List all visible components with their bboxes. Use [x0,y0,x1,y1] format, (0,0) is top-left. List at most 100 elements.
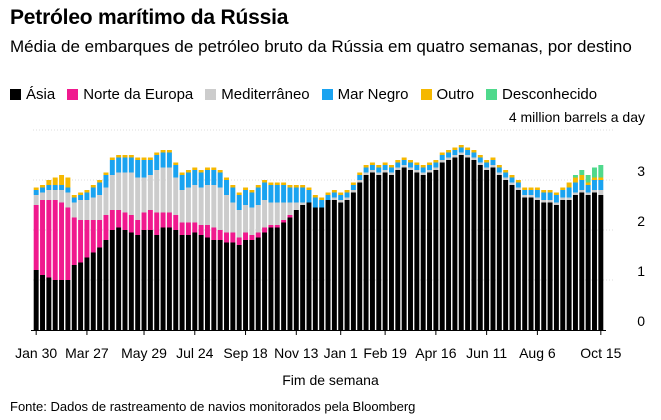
bar-segment [217,172,223,188]
bar-segment [179,235,185,330]
bar-segment [52,185,58,190]
bar-segment [344,200,350,330]
bar-segment [243,205,249,233]
bar-segment [515,180,521,183]
bar-segment [255,185,261,188]
legend-item-asia: Ásia [10,86,55,103]
bar-segment [128,232,134,330]
bar-segment [160,227,166,330]
bar-segment [179,222,185,235]
bar-segment [312,207,318,330]
bar-segment [566,200,572,330]
bar-segment [325,195,331,200]
bar-segment [173,177,179,215]
y-tick-label: 2 [637,213,645,229]
bar-segment [198,187,204,225]
bar-segment [154,155,160,170]
bar-segment [116,227,122,330]
bar-segment [427,172,433,330]
bar-segment [90,197,96,220]
bar-segment [33,205,39,270]
bar-segment [268,202,274,225]
bar-segment [147,157,153,160]
bar-segment [598,180,604,190]
bar-segment [287,202,293,215]
bar-segment [427,165,433,170]
bar-segment [522,195,528,198]
bar-segment [560,197,566,200]
bar-segment [52,190,58,200]
bar-segment [103,172,109,175]
bar-segment [541,200,547,203]
bar-segment [141,230,147,330]
bar-segment [465,150,471,155]
bar-segment [217,170,223,173]
bar-segment [560,187,566,190]
bar-segment [255,237,261,330]
bar-segment [414,165,420,170]
bar-segment [249,190,255,193]
bar-segment [592,177,597,180]
bar-segment [395,167,401,170]
bar-segment [515,182,521,188]
bar-segment [401,160,407,165]
bar-segment [427,162,433,165]
legend-label-black-sea: Mar Negro [337,86,409,103]
bar-segment [52,200,58,280]
bar-segment [338,192,344,195]
bar-segment [52,177,58,185]
x-axis-title: Fim de semana [282,372,379,388]
bar-segment [388,165,394,168]
legend-swatch-unknown [486,89,498,100]
bar-segment [369,170,375,173]
legend-label-other: Outro [436,86,475,103]
bar-segment [33,187,39,190]
bar-segment [65,207,71,280]
bar-segment [204,185,210,225]
bar-segment [255,187,261,205]
bar-segment [122,230,128,330]
bar-segment [262,200,268,228]
bar-segment [528,187,534,190]
bar-segment [109,175,115,210]
bar-segment [71,197,77,203]
bar-segment [166,152,172,168]
bar-segment [408,170,413,330]
bar-segment [217,187,223,230]
bar-segment [192,185,198,223]
bar-segment [496,165,502,168]
bar-segment [173,215,179,230]
bar-segment [224,177,229,180]
bar-segment [236,195,242,210]
bar-segment [122,212,128,230]
bar-segment [84,220,90,258]
bar-segment [262,182,268,200]
bar-segment [40,200,45,275]
bar-segment [262,227,268,233]
bar-segment [46,277,52,330]
x-tick-label: Oct 15 [580,345,621,361]
legend-item-north-europe: Norte da Europa [67,86,193,103]
bar-segment [97,182,103,195]
bar-segment [230,202,236,233]
bar-segment [287,187,293,203]
bar-segment [249,207,255,235]
bar-segment [211,170,217,185]
bar-segment [331,200,337,330]
bar-segment [287,217,293,330]
bar-segment [122,157,128,173]
bar-segment [40,187,45,193]
bar-segment [388,167,394,173]
bar-segment [579,175,585,180]
bar-segment [496,172,502,175]
bar-segment [465,155,471,158]
bar-segment [135,157,141,160]
bar-segment [173,165,179,178]
bar-segment [236,210,242,238]
bar-segment [553,205,559,330]
x-tick-label: Jun 11 [466,345,507,361]
bar-segment [224,195,229,233]
bar-segment [560,200,566,330]
bar-segment [566,187,572,198]
